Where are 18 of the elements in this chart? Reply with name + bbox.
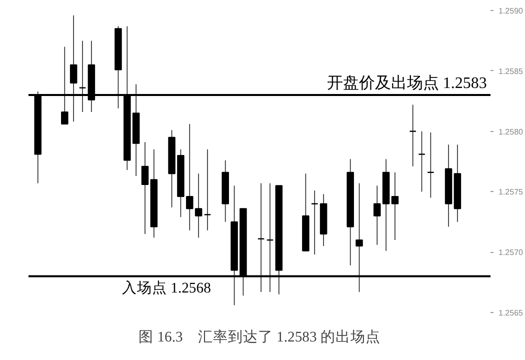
candlestick xyxy=(373,185,381,246)
candlestick xyxy=(204,149,212,231)
y-tick-label: 1.2570 xyxy=(498,248,524,258)
text: 图 16.3 汇率到达了 1.2583 的出场点 xyxy=(138,328,380,346)
ref-line-label: 开盘价及出场点 1.2583 xyxy=(326,74,487,92)
candlestick xyxy=(186,124,194,231)
y-tick-label: 1.2575 xyxy=(498,188,524,197)
candlestick xyxy=(194,173,202,238)
candlestick xyxy=(418,130,426,192)
candlestick xyxy=(141,142,149,234)
ref-line-label: 入场点 1.2568 xyxy=(122,279,211,296)
y-tick-label: 1.2580 xyxy=(498,127,524,136)
y-tick-label: 1.2590 xyxy=(498,6,524,16)
candlestick xyxy=(310,190,318,255)
y-tick-label: 1.2585 xyxy=(498,66,524,76)
candlestick xyxy=(409,104,417,167)
y-tick-label: 1.2565 xyxy=(498,308,524,318)
candlestick xyxy=(391,172,399,240)
